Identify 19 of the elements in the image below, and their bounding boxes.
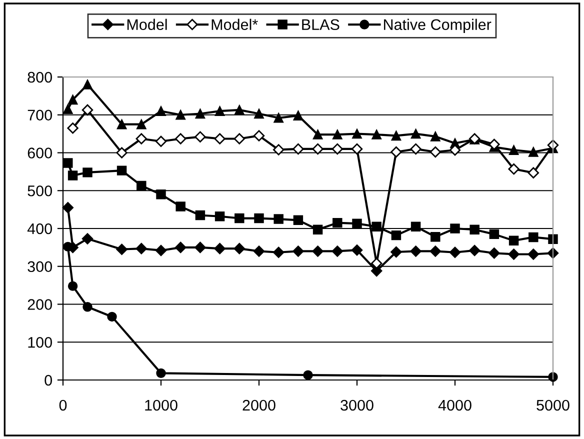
y-tick-label: 0 bbox=[44, 374, 52, 386]
x-tick-label: 3000 bbox=[340, 400, 374, 411]
y-tick-label: 400 bbox=[27, 223, 52, 234]
x-tick-label: 1000 bbox=[145, 400, 178, 411]
legend-label: Model* bbox=[212, 18, 258, 30]
x-tick-label: 5000 bbox=[536, 400, 570, 411]
legend-label: BLAS bbox=[302, 19, 340, 30]
legend-label: Native Compiler bbox=[384, 18, 492, 34]
y-tick-label: 800 bbox=[28, 72, 52, 83]
y-tick-label: 500 bbox=[28, 185, 52, 196]
legend-label: Model bbox=[127, 18, 167, 30]
x-tick-label: 2000 bbox=[242, 400, 276, 411]
y-tick-label: 200 bbox=[28, 299, 52, 310]
y-tick-label: 300 bbox=[28, 261, 52, 272]
y-tick-label: 700 bbox=[28, 110, 52, 121]
x-tick-label: 4000 bbox=[438, 400, 472, 411]
y-tick-label: 100 bbox=[28, 336, 52, 348]
y-tick-label: 600 bbox=[28, 148, 52, 158]
x-tick-label: 0 bbox=[59, 400, 67, 411]
